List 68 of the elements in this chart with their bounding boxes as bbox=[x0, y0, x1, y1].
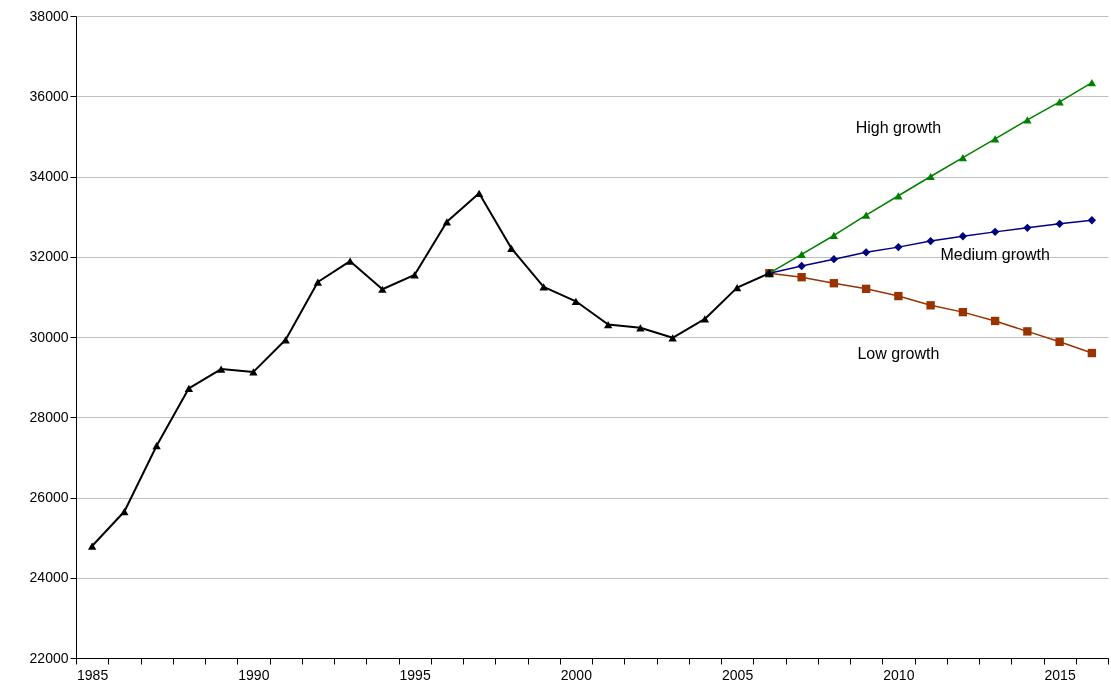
y-tick-label: 30000 bbox=[29, 328, 69, 345]
point bbox=[410, 271, 419, 279]
x-tick-label: 2005 bbox=[722, 666, 754, 683]
point bbox=[507, 244, 516, 252]
point bbox=[1055, 337, 1064, 346]
y-tick-label: 22000 bbox=[29, 649, 69, 666]
x-tick-label: 1990 bbox=[238, 666, 270, 683]
point bbox=[829, 279, 839, 288]
point bbox=[1023, 327, 1032, 336]
x-tick-label: 1995 bbox=[399, 666, 431, 683]
point bbox=[636, 324, 645, 332]
point bbox=[958, 307, 968, 317]
point bbox=[926, 301, 935, 310]
point bbox=[184, 384, 194, 392]
point bbox=[1087, 216, 1097, 225]
point bbox=[861, 248, 871, 257]
point bbox=[861, 211, 871, 219]
y-tick-label: 34000 bbox=[29, 168, 69, 184]
y-tick-label: 26000 bbox=[29, 489, 69, 505]
y-tick-label: 24000 bbox=[29, 569, 69, 586]
point bbox=[281, 336, 290, 344]
x-tick-label: 1985 bbox=[77, 666, 109, 683]
point bbox=[990, 316, 1000, 326]
y-tick-label: 32000 bbox=[29, 248, 69, 265]
point bbox=[958, 232, 968, 241]
point bbox=[603, 320, 613, 329]
y-tick-label: 38000 bbox=[29, 7, 69, 24]
series-label: High growth bbox=[855, 118, 942, 136]
x-tick-label: 2010 bbox=[883, 666, 915, 683]
point bbox=[894, 291, 903, 301]
point bbox=[313, 278, 323, 286]
point bbox=[152, 442, 161, 450]
point bbox=[249, 368, 258, 376]
point bbox=[571, 297, 581, 305]
point bbox=[990, 135, 1000, 143]
point bbox=[1023, 116, 1032, 124]
point bbox=[1087, 78, 1097, 87]
point bbox=[797, 250, 806, 258]
point bbox=[474, 189, 484, 197]
point bbox=[732, 284, 742, 292]
point bbox=[1055, 219, 1064, 229]
y-tick-label: 36000 bbox=[29, 87, 69, 104]
x-tick-label: 2000 bbox=[560, 666, 593, 683]
point bbox=[926, 236, 935, 246]
point bbox=[1087, 348, 1097, 358]
point bbox=[894, 192, 903, 200]
point bbox=[829, 231, 839, 240]
text: Low growth bbox=[857, 345, 940, 363]
point bbox=[668, 334, 677, 342]
point bbox=[345, 257, 355, 265]
point bbox=[539, 283, 548, 291]
point bbox=[926, 172, 935, 181]
point bbox=[87, 542, 97, 550]
point bbox=[958, 154, 968, 162]
point bbox=[797, 273, 806, 282]
point bbox=[990, 227, 1000, 237]
series-label: Medium growth bbox=[940, 245, 1050, 263]
point bbox=[797, 261, 806, 271]
y-tick-label: 28000 bbox=[29, 408, 69, 425]
point bbox=[120, 507, 129, 516]
point bbox=[894, 242, 903, 252]
point bbox=[829, 254, 839, 264]
point bbox=[861, 284, 871, 294]
point bbox=[1023, 223, 1032, 233]
x-tick-label: 2015 bbox=[1044, 666, 1076, 683]
point bbox=[700, 315, 710, 323]
point bbox=[378, 285, 387, 293]
point bbox=[216, 365, 226, 373]
